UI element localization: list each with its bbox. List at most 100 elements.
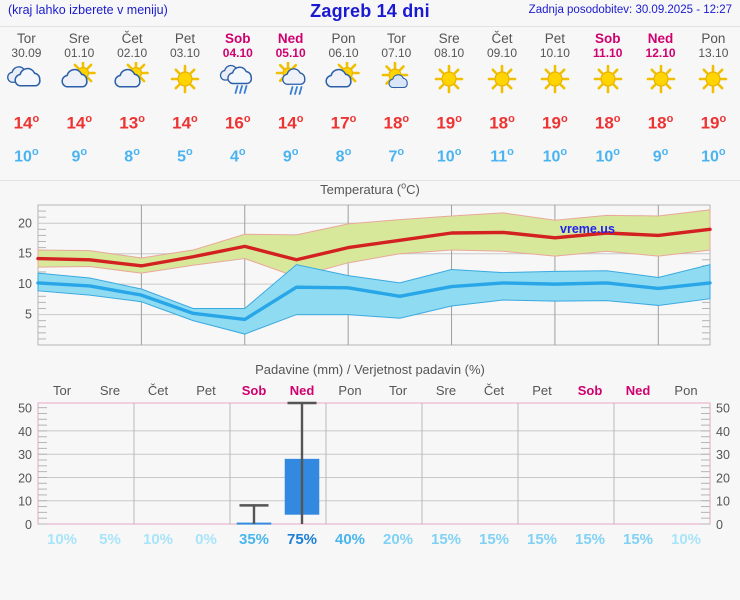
day-name: Pet	[544, 31, 565, 46]
svg-text:10: 10	[716, 495, 730, 509]
day-name: Čet	[121, 31, 143, 46]
day-date: 06.10	[328, 46, 359, 60]
min-temp-value: 11o	[490, 145, 514, 165]
day-name: Sre	[68, 31, 90, 46]
day-date: 02.10	[117, 46, 148, 60]
day-name: Sre	[438, 31, 460, 46]
day-header-3: Pet 03.10	[159, 27, 212, 60]
temperature-chart-title-text: Temperatura (oC)	[320, 180, 420, 198]
min-temp-row: 10o 9o 8o 5o 4o 9o 8o 7o 10o 11o 10o 10o 9o 10o	[0, 139, 740, 170]
precip-probability: 5%	[99, 531, 121, 548]
svg-text:15: 15	[18, 247, 32, 261]
svg-text:5: 5	[25, 308, 32, 322]
day-date: 01.10	[64, 46, 95, 60]
precip-day-label: Tor	[389, 383, 408, 398]
day-date: 12.10	[645, 46, 676, 60]
precip-day-label: Pon	[338, 383, 361, 398]
precip-day-label: Ned	[626, 383, 651, 398]
day-name: Ned	[647, 31, 674, 46]
rain-icon	[211, 60, 264, 100]
max-temp-value: 13o	[119, 113, 145, 133]
day-header-1: Sre 01.10	[53, 27, 106, 60]
sunny-icon	[687, 60, 740, 100]
day-header-12: Ned 12.10	[634, 27, 687, 60]
precip-day-label: Sob	[578, 383, 603, 398]
precip-probability: 35%	[239, 531, 269, 548]
location-hint: (kraj lahko izberete v meniju)	[8, 3, 168, 17]
min-temp-value: 5o	[177, 145, 193, 165]
temperature-chart-title: Temperatura (oC)	[0, 181, 740, 197]
day-date: 13.10	[698, 46, 729, 60]
day-header-5: Ned 05.10	[264, 27, 317, 60]
min-temp-value: 9o	[652, 145, 669, 165]
sun-rain-icon	[264, 60, 317, 100]
sunny-icon	[634, 60, 687, 100]
min-temp-value: 10o	[14, 145, 39, 165]
day-header-10: Pet 10.10	[528, 27, 581, 60]
precip-probability: 75%	[287, 531, 317, 548]
header-divider	[0, 26, 740, 27]
max-temp-value: 16o	[224, 113, 251, 133]
precip-day-label: Čet	[484, 383, 505, 398]
svg-text:40: 40	[18, 425, 32, 439]
precip-probability: 15%	[527, 531, 557, 548]
svg-text:40: 40	[716, 425, 730, 439]
min-temp-value: 8o	[124, 145, 140, 165]
day-date: 10.10	[539, 46, 570, 60]
precipitation-chart-title: Padavine (mm) / Verjetnost padavin (%)	[255, 362, 485, 378]
day-name: Ned	[277, 31, 304, 46]
svg-text:50: 50	[716, 402, 730, 416]
day-date: 07.10	[381, 46, 412, 60]
min-temp-value: 9o	[71, 145, 88, 165]
day-header-13: Pon 13.10	[687, 27, 740, 60]
last-update: Zadnja posodobitev: 30.09.2025 - 12:27	[528, 4, 732, 16]
day-name: Tor	[386, 31, 406, 46]
svg-text:10: 10	[18, 277, 32, 291]
svg-text:20: 20	[716, 472, 730, 486]
sunny-icon	[581, 60, 634, 100]
day-header-7: Tor 07.10	[370, 27, 423, 60]
day-names-row: Tor 30.09 Sre 01.10 Čet 02.10 Pet 03.10 Sob 04.10…	[0, 27, 740, 60]
precip-probability: 15%	[431, 531, 461, 548]
day-header-9: Čet 09.10	[476, 27, 529, 60]
partly-sunny-icon	[317, 60, 370, 100]
page-title: Zagreb 14 dni	[310, 1, 430, 21]
max-temp-value: 19o	[542, 113, 568, 133]
min-temp-value: 10o	[595, 145, 620, 165]
sunny-icon	[423, 60, 476, 100]
precip-day-label: Čet	[148, 383, 169, 398]
precip-day-label: Sob	[242, 383, 267, 398]
svg-text:0: 0	[25, 518, 32, 532]
svg-text:50: 50	[18, 402, 32, 416]
day-date: 30.09	[11, 46, 42, 60]
day-name: Čet	[491, 31, 513, 46]
min-temp-value: 4o	[229, 145, 246, 165]
day-header-11: Sob 11.10	[581, 27, 634, 60]
sunny-icon	[476, 60, 529, 100]
precip-day-label: Sre	[100, 383, 120, 398]
precipitation-chart: Padavine (mm) / Verjetnost padavin (%) T…	[0, 362, 740, 552]
max-temp-value: 18o	[647, 113, 674, 133]
day-name: Sob	[594, 31, 621, 46]
max-temp-value: 14o	[172, 113, 198, 133]
svg-text:30: 30	[18, 449, 32, 463]
forecast-table: Tor 30.09 Sre 01.10 Čet 02.10 Pet 03.10 Sob 04.10…	[0, 27, 740, 170]
sunny-icon	[159, 60, 212, 100]
svg-text:20: 20	[18, 472, 32, 486]
temperature-chart: Temperatura (oC) 5 10 15 20 vreme.us	[0, 181, 740, 362]
day-date: 09.10	[487, 46, 518, 60]
page-header: (kraj lahko izberete v meniju) Zagreb 14…	[0, 0, 740, 24]
day-name: Pet	[174, 31, 196, 46]
precip-day-label: Sre	[436, 383, 456, 398]
day-header-0: Tor 30.09	[0, 27, 53, 60]
precip-day-label: Pon	[674, 383, 697, 398]
precip-probability: 15%	[623, 531, 653, 548]
precip-probability: 20%	[383, 531, 413, 548]
max-temp-value: 18o	[489, 113, 515, 133]
sun-small-cloud-icon	[370, 60, 423, 100]
svg-text:vreme.us: vreme.us	[560, 222, 615, 236]
partly-sunny-icon	[106, 60, 159, 100]
svg-text:30: 30	[716, 449, 730, 463]
day-name: Pon	[331, 31, 356, 46]
min-temp-value: 7o	[388, 145, 405, 165]
